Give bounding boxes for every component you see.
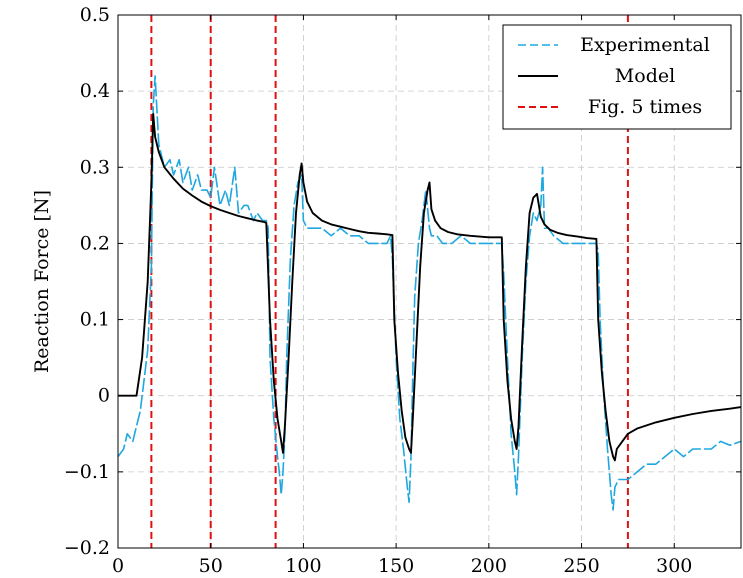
y-tick-label: 0: [98, 385, 110, 407]
x-tick-label: 300: [656, 555, 692, 577]
y-tick-label: 0.3: [80, 156, 110, 178]
x-tick-label: 200: [471, 555, 507, 577]
y-tick-label: 0.1: [80, 309, 110, 331]
series-line-model: [118, 113, 742, 462]
legend-box: [502, 24, 732, 130]
grid: [118, 15, 741, 548]
legend-label-experimental: Experimental: [580, 34, 710, 56]
x-tick-label: 0: [112, 555, 124, 577]
series-lines: [117, 75, 742, 511]
legend-label-fig5-times: Fig. 5 times: [588, 96, 702, 118]
plot-frame: [117, 14, 742, 549]
x-tick-label: 250: [563, 555, 599, 577]
legend-label-model: Model: [615, 65, 675, 87]
x-tick-labels: 0 50 100 150 200 250 300: [112, 555, 692, 577]
y-axis-label: Reaction Force [N]: [31, 190, 53, 373]
y-tick-label: 0.4: [80, 80, 110, 102]
x-tick-label: 150: [378, 555, 414, 577]
x-tick-label: 50: [199, 555, 223, 577]
y-tick-label: −0.1: [64, 461, 110, 483]
y-tick-labels: −0.2 −0.1 0 0.1 0.2 0.3 0.4 0.5: [64, 4, 110, 559]
y-tick-label: −0.2: [64, 537, 110, 559]
legend: Experimental Model Fig. 5 times: [502, 24, 732, 130]
y-tick-label: 0.2: [80, 232, 110, 254]
x-tick-label: 100: [285, 555, 321, 577]
ticks: [117, 14, 741, 549]
y-tick-label: 0.5: [80, 4, 110, 26]
